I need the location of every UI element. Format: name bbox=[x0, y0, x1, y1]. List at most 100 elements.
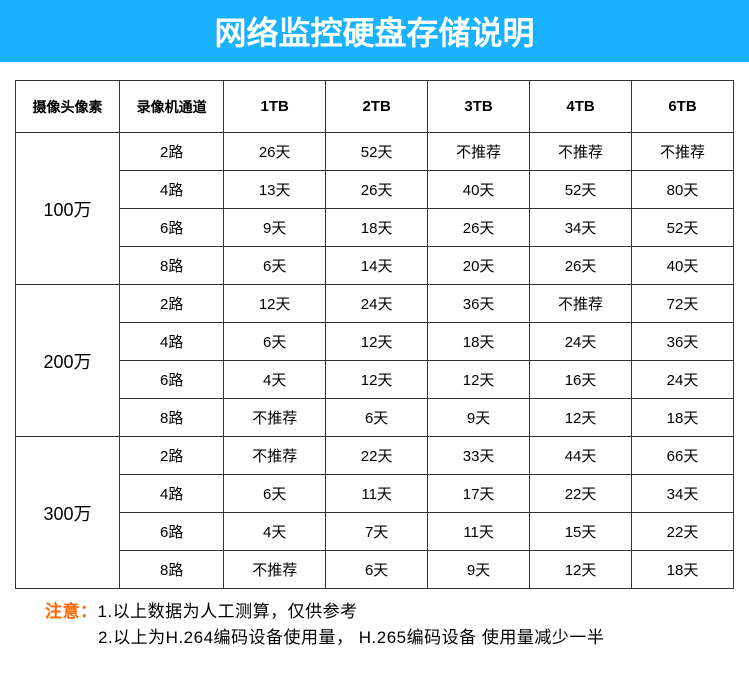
value-cell: 11天 bbox=[428, 513, 530, 551]
pixel-cell: 300万 bbox=[16, 437, 120, 589]
notes-section: 注意：1.以上数据为人工测算，仅供参考 2.以上为H.264编码设备使用量， H… bbox=[0, 597, 749, 652]
value-cell: 18天 bbox=[428, 323, 530, 361]
value-cell: 22天 bbox=[530, 475, 632, 513]
value-cell: 66天 bbox=[632, 437, 734, 475]
col-header: 1TB bbox=[224, 81, 326, 133]
note-text-2: 2.以上为H.264编码设备使用量， H.265编码设备 使用量减少一半 bbox=[98, 628, 604, 647]
value-cell: 18天 bbox=[632, 551, 734, 589]
table-header-row: 摄像头像素录像机通道1TB2TB3TB4TB6TB bbox=[16, 81, 734, 133]
table-row: 8路6天14天20天26天40天 bbox=[16, 247, 734, 285]
value-cell: 18天 bbox=[632, 399, 734, 437]
table-row: 6路9天18天26天34天52天 bbox=[16, 209, 734, 247]
note-text-1: 1.以上数据为人工测算，仅供参考 bbox=[98, 602, 358, 621]
table-row: 4路6天12天18天24天36天 bbox=[16, 323, 734, 361]
note-line-2: 2.以上为H.264编码设备使用量， H.265编码设备 使用量减少一半 bbox=[45, 625, 734, 651]
storage-table: 摄像头像素录像机通道1TB2TB3TB4TB6TB 100万2路26天52天不推… bbox=[15, 80, 734, 589]
value-cell: 12天 bbox=[224, 285, 326, 323]
col-header: 摄像头像素 bbox=[16, 81, 120, 133]
value-cell: 不推荐 bbox=[632, 133, 734, 171]
value-cell: 24天 bbox=[326, 285, 428, 323]
value-cell: 34天 bbox=[530, 209, 632, 247]
table-body: 100万2路26天52天不推荐不推荐不推荐4路13天26天40天52天80天6路… bbox=[16, 133, 734, 589]
value-cell: 6天 bbox=[224, 475, 326, 513]
value-cell: 12天 bbox=[326, 361, 428, 399]
value-cell: 14天 bbox=[326, 247, 428, 285]
value-cell: 不推荐 bbox=[224, 437, 326, 475]
value-cell: 17天 bbox=[428, 475, 530, 513]
value-cell: 26天 bbox=[224, 133, 326, 171]
value-cell: 11天 bbox=[326, 475, 428, 513]
value-cell: 9天 bbox=[428, 551, 530, 589]
note-line-1: 注意：1.以上数据为人工测算，仅供参考 bbox=[45, 599, 734, 625]
channel-cell: 2路 bbox=[120, 133, 224, 171]
col-header: 2TB bbox=[326, 81, 428, 133]
table-row: 8路不推荐6天9天12天18天 bbox=[16, 551, 734, 589]
channel-cell: 8路 bbox=[120, 551, 224, 589]
channel-cell: 6路 bbox=[120, 209, 224, 247]
value-cell: 不推荐 bbox=[428, 133, 530, 171]
value-cell: 22天 bbox=[632, 513, 734, 551]
col-header: 录像机通道 bbox=[120, 81, 224, 133]
value-cell: 40天 bbox=[428, 171, 530, 209]
value-cell: 18天 bbox=[326, 209, 428, 247]
value-cell: 22天 bbox=[326, 437, 428, 475]
value-cell: 15天 bbox=[530, 513, 632, 551]
value-cell: 33天 bbox=[428, 437, 530, 475]
value-cell: 6天 bbox=[326, 399, 428, 437]
value-cell: 40天 bbox=[632, 247, 734, 285]
page-header: 网络监控硬盘存储说明 bbox=[0, 0, 749, 62]
value-cell: 4天 bbox=[224, 361, 326, 399]
table-row: 6路4天7天11天15天22天 bbox=[16, 513, 734, 551]
value-cell: 12天 bbox=[326, 323, 428, 361]
channel-cell: 2路 bbox=[120, 437, 224, 475]
header-title: 网络监控硬盘存储说明 bbox=[214, 8, 534, 54]
value-cell: 34天 bbox=[632, 475, 734, 513]
value-cell: 6天 bbox=[326, 551, 428, 589]
value-cell: 24天 bbox=[632, 361, 734, 399]
value-cell: 7天 bbox=[326, 513, 428, 551]
table-row: 6路4天12天12天16天24天 bbox=[16, 361, 734, 399]
value-cell: 不推荐 bbox=[530, 285, 632, 323]
table-row: 200万2路12天24天36天不推荐72天 bbox=[16, 285, 734, 323]
value-cell: 13天 bbox=[224, 171, 326, 209]
table-row: 100万2路26天52天不推荐不推荐不推荐 bbox=[16, 133, 734, 171]
value-cell: 36天 bbox=[428, 285, 530, 323]
value-cell: 20天 bbox=[428, 247, 530, 285]
value-cell: 44天 bbox=[530, 437, 632, 475]
value-cell: 72天 bbox=[632, 285, 734, 323]
value-cell: 12天 bbox=[428, 361, 530, 399]
value-cell: 6天 bbox=[224, 247, 326, 285]
channel-cell: 6路 bbox=[120, 513, 224, 551]
value-cell: 不推荐 bbox=[530, 133, 632, 171]
pixel-cell: 100万 bbox=[16, 133, 120, 285]
value-cell: 24天 bbox=[530, 323, 632, 361]
value-cell: 不推荐 bbox=[224, 399, 326, 437]
value-cell: 4天 bbox=[224, 513, 326, 551]
channel-cell: 4路 bbox=[120, 475, 224, 513]
value-cell: 52天 bbox=[530, 171, 632, 209]
value-cell: 52天 bbox=[632, 209, 734, 247]
col-header: 4TB bbox=[530, 81, 632, 133]
pixel-cell: 200万 bbox=[16, 285, 120, 437]
col-header: 3TB bbox=[428, 81, 530, 133]
value-cell: 12天 bbox=[530, 399, 632, 437]
channel-cell: 4路 bbox=[120, 171, 224, 209]
value-cell: 12天 bbox=[530, 551, 632, 589]
channel-cell: 6路 bbox=[120, 361, 224, 399]
value-cell: 6天 bbox=[224, 323, 326, 361]
channel-cell: 8路 bbox=[120, 247, 224, 285]
col-header: 6TB bbox=[632, 81, 734, 133]
value-cell: 80天 bbox=[632, 171, 734, 209]
value-cell: 不推荐 bbox=[224, 551, 326, 589]
table-row: 4路6天11天17天22天34天 bbox=[16, 475, 734, 513]
value-cell: 52天 bbox=[326, 133, 428, 171]
table-row: 300万2路不推荐22天33天44天66天 bbox=[16, 437, 734, 475]
table-row: 4路13天26天40天52天80天 bbox=[16, 171, 734, 209]
value-cell: 26天 bbox=[326, 171, 428, 209]
value-cell: 9天 bbox=[428, 399, 530, 437]
channel-cell: 2路 bbox=[120, 285, 224, 323]
note-label: 注意： bbox=[45, 602, 98, 621]
value-cell: 26天 bbox=[530, 247, 632, 285]
value-cell: 26天 bbox=[428, 209, 530, 247]
value-cell: 9天 bbox=[224, 209, 326, 247]
